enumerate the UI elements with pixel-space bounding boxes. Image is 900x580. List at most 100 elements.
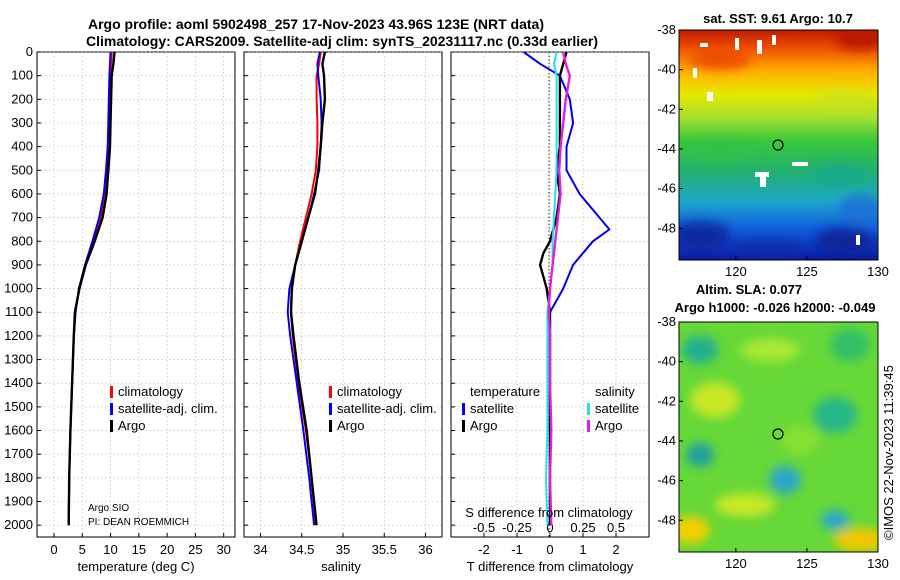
- difference-legend: temperature satellite Argo salinity sate…: [462, 384, 639, 433]
- lat-tick-label: -40: [657, 62, 676, 77]
- temperature-tick-labels: 0 5 10 15 20 25 30: [50, 542, 231, 557]
- difference-panel: -2 -1 0 1 2 -0.5 -0.25 0 0.25 0.5 T difference f…: [450, 51, 650, 574]
- sst-texture: [679, 30, 878, 260]
- lon-tick-label: 130: [867, 264, 889, 279]
- credit-line-1: Argo SIO: [88, 503, 129, 514]
- legend-t-argo-swatch: [462, 420, 465, 432]
- lat-tick-label: -38: [657, 314, 676, 329]
- depth-tick-label: 700: [11, 210, 33, 225]
- difference-lines: [523, 51, 611, 526]
- x-tick-label: 0: [50, 542, 57, 557]
- t-difference-axis-label: T difference from climatology: [467, 559, 634, 574]
- x-tick-label: 10: [103, 542, 117, 557]
- temperature-panel-frame: [36, 51, 236, 538]
- legend-s-argo-swatch: [587, 420, 590, 432]
- sla-map: 120 125 130 -38 -40 -42 -44 -46 -48: [657, 314, 889, 571]
- x-tick-label: 15: [132, 542, 146, 557]
- salinity-tick-labels: 34 34.5 35 35.5 36: [253, 542, 432, 557]
- legend-temperature-title: temperature: [470, 384, 540, 399]
- legend-s-argo-label: Argo: [595, 418, 622, 433]
- depth-tick-label: 1100: [5, 304, 33, 319]
- salinity-axis-label: salinity: [321, 559, 361, 574]
- depth-tick-label: 2000: [4, 517, 33, 532]
- legend-satellite-label: satellite-adj. clim.: [118, 401, 218, 416]
- x-tick-label: 25: [188, 542, 202, 557]
- legend-s-satellite-swatch: [587, 403, 590, 415]
- x-tick-label: 2: [612, 542, 619, 557]
- x-tick-label: 34: [253, 542, 267, 557]
- s-tick-label: 0.25: [570, 520, 595, 535]
- lat-tick-label: -38: [657, 22, 676, 37]
- legend-climatology-swatch: [110, 386, 113, 398]
- lon-tick-label: 125: [796, 264, 818, 279]
- difference-gridlines: [451, 51, 649, 537]
- series-line-argo: [289, 51, 327, 526]
- depth-tick-label: 200: [11, 91, 33, 106]
- credit-line-2: PI: DEAN ROEMMICH: [88, 517, 189, 528]
- depth-tick-label: 1000: [4, 281, 33, 296]
- lon-tick-label: 125: [796, 556, 818, 571]
- lat-tick-label: -40: [657, 354, 676, 369]
- sla-texture: [679, 329, 878, 552]
- sal-legend-climatology-label: climatology: [337, 384, 403, 399]
- depth-tick-label: 1200: [4, 328, 33, 343]
- lat-tick-label: -48: [657, 512, 676, 527]
- lat-tick-label: -44: [657, 433, 676, 448]
- t-difference-tick-labels: -2 -1 0 1 2: [478, 542, 619, 557]
- depth-tick-label: 500: [11, 162, 33, 177]
- x-tick-label: -2: [478, 542, 490, 557]
- lat-tick-label: -42: [657, 393, 676, 408]
- sal-legend-satellite-swatch: [329, 403, 332, 415]
- lat-tick-label: -42: [657, 101, 676, 116]
- legend-t-satellite-label: satellite: [470, 401, 514, 416]
- depth-tick-label: 100: [11, 68, 33, 83]
- depth-tick-label: 1900: [4, 494, 33, 509]
- temperature-axis-label: temperature (deg C): [77, 559, 194, 574]
- depth-tick-label: 400: [11, 139, 33, 154]
- sst-map-ticks: 120 125 130 -38 -40 -42 -44 -46 -48: [657, 22, 889, 279]
- x-tick-label: 30: [216, 542, 230, 557]
- legend-satellite-swatch: [110, 403, 113, 415]
- depth-tick-label: 0: [26, 44, 33, 59]
- salinity-legend: climatology satellite-adj. clim. Argo: [329, 384, 437, 433]
- x-tick-label: 35: [336, 542, 350, 557]
- legend-argo-swatch: [110, 420, 113, 432]
- legend-t-satellite-swatch: [462, 403, 465, 415]
- depth-tick-label: 1800: [4, 470, 33, 485]
- timestamp: ©IMOS 22-Nov-2023 11:39:45: [881, 365, 896, 540]
- x-tick-label: -1: [511, 542, 523, 557]
- lon-tick-label: 120: [725, 556, 747, 571]
- salinity-panel: 34 34.5 35 35.5 36 salinity climatology sate…: [243, 51, 443, 574]
- sst-map: 120 125 130 -38 -40 -42 -44 -46 -48: [657, 22, 889, 279]
- sla-map-ticks: 120 125 130 -38 -40 -42 -44 -46 -48: [657, 314, 889, 571]
- depth-tick-label: 600: [11, 186, 33, 201]
- temperature-gridlines: [37, 51, 235, 537]
- x-tick-label: 36: [418, 542, 432, 557]
- x-tick-label: 20: [160, 542, 174, 557]
- lon-tick-label: 120: [725, 264, 747, 279]
- legend-t-argo-label: Argo: [470, 418, 497, 433]
- sal-legend-argo-label: Argo: [337, 418, 364, 433]
- lon-tick-label: 130: [867, 556, 889, 571]
- s-tick-label: -0.5: [473, 520, 495, 535]
- sst-float-marker: [772, 139, 784, 151]
- series-line-s-satellite: [545, 51, 558, 526]
- depth-tick-label: 800: [11, 233, 33, 248]
- lat-tick-label: -48: [657, 220, 676, 235]
- temperature-panel: 0100200300400500600700800900100011001200…: [4, 44, 236, 574]
- legend-climatology-label: climatology: [118, 384, 184, 399]
- temperature-legend: climatology satellite-adj. clim. Argo: [110, 384, 218, 433]
- depth-tick-labels: 0 100 200 300 400 500 600 700 800 900 1000 1100 1200…: [4, 44, 33, 532]
- s-tick-label: 0: [546, 520, 553, 535]
- sla-map-title-2: Argo h1000: -0.026 h2000: -0.049: [675, 300, 876, 315]
- sal-legend-argo-swatch: [329, 420, 332, 432]
- sst-missing-data: [693, 35, 860, 245]
- depth-tick-label: 300: [11, 115, 33, 130]
- depth-tick-label: 1400: [4, 375, 33, 390]
- sst-map-title: sat. SST: 9.61 Argo: 10.7: [703, 11, 853, 26]
- salinity-lines: [286, 51, 327, 526]
- legend-salinity-title: salinity: [595, 384, 635, 399]
- s-tick-label: -0.25: [502, 520, 532, 535]
- depth-tick-label: 1600: [4, 423, 33, 438]
